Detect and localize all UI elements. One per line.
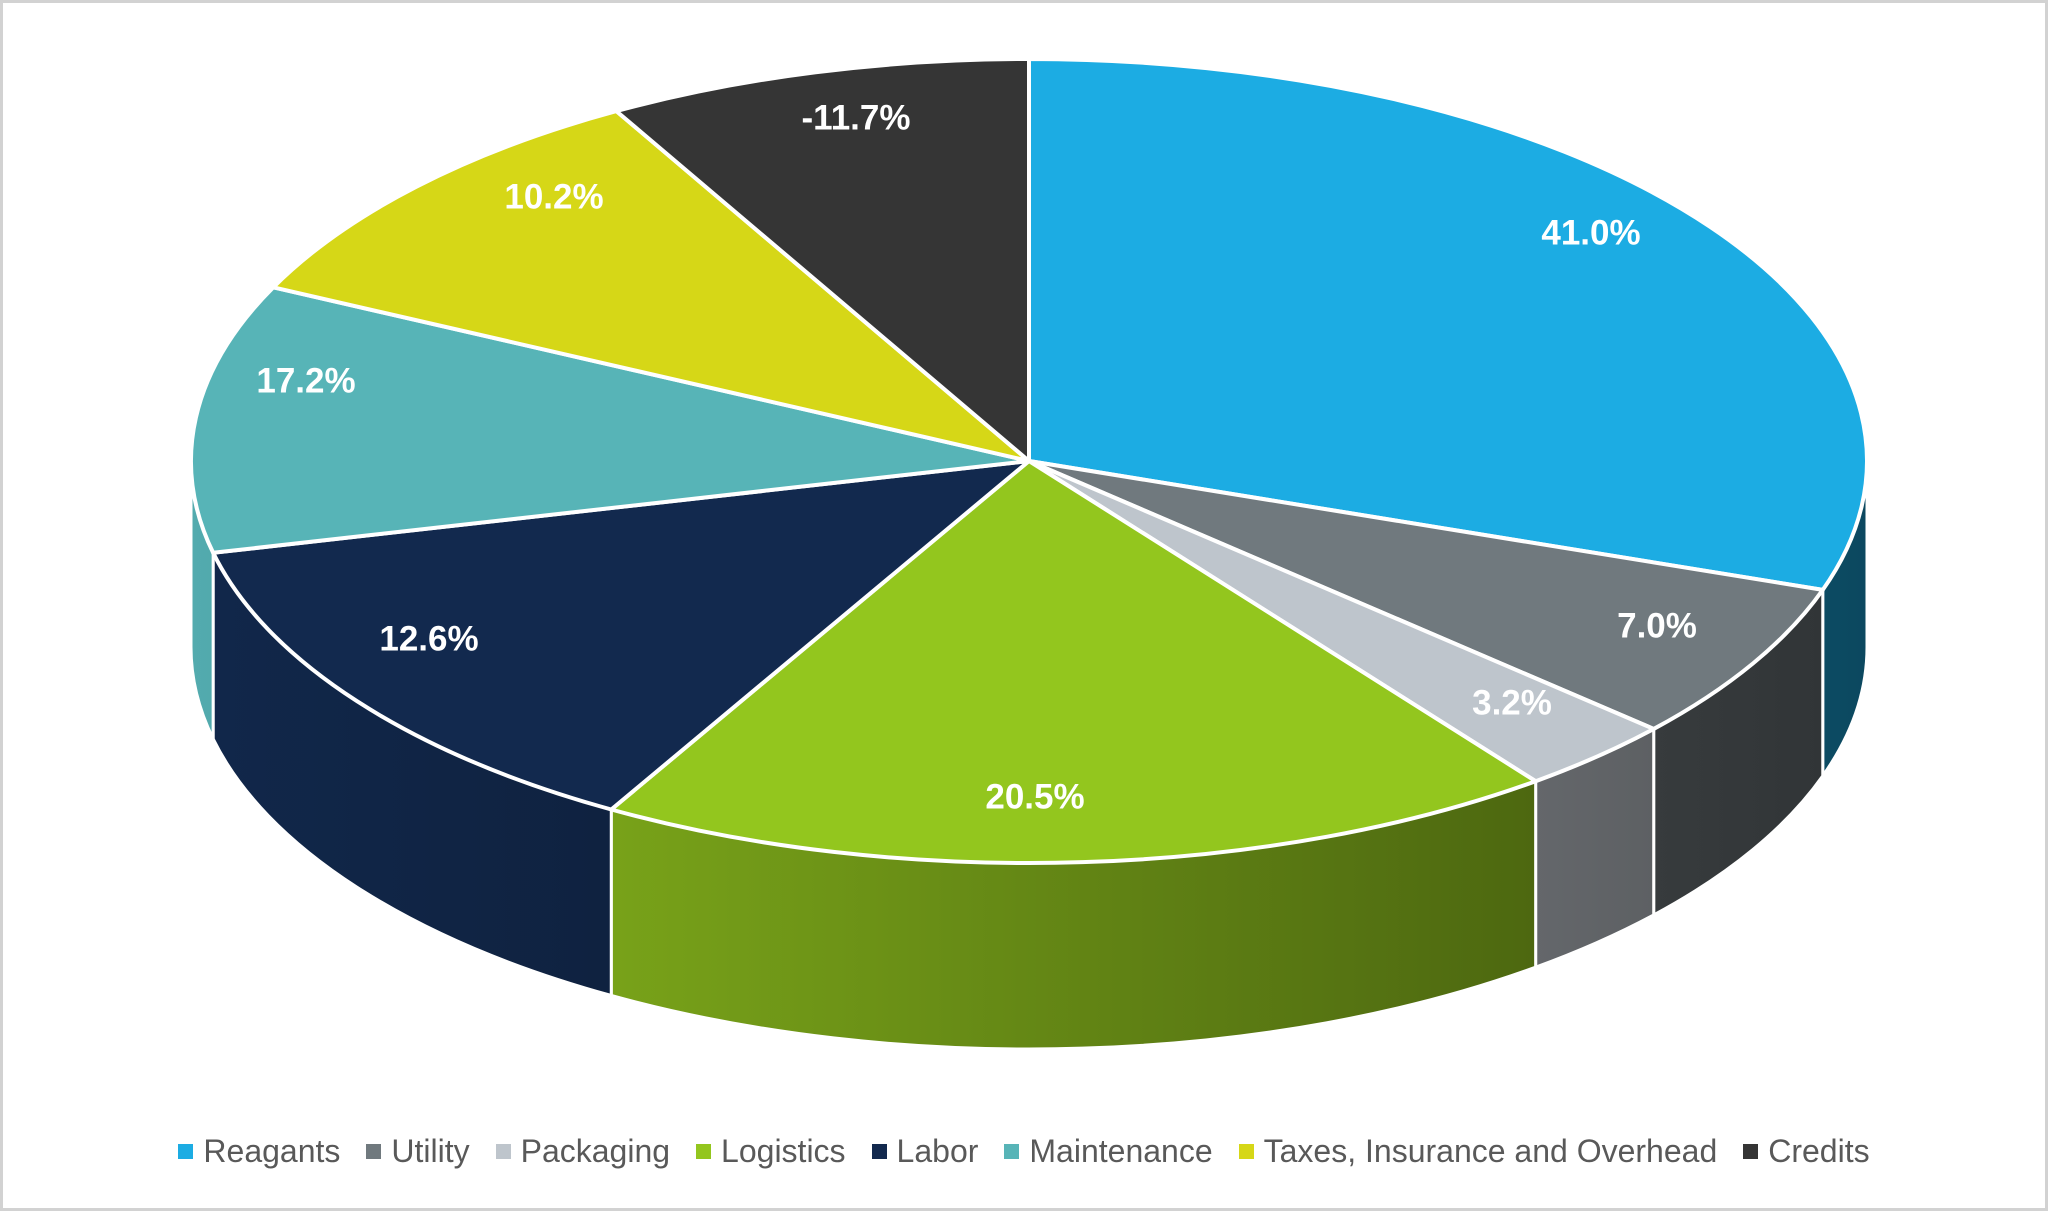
legend-label-maintenance: Maintenance xyxy=(1029,1133,1213,1169)
slice-label-logistics: 20.5% xyxy=(985,777,1084,816)
pie-slice-credits[interactable] xyxy=(614,57,1031,463)
slice-label-reagants: 41.0% xyxy=(1541,213,1640,252)
pie-slice-logistics[interactable] xyxy=(609,459,1538,865)
legend-swatch-logistics xyxy=(696,1143,712,1159)
slice-label-maintenance: 17.2% xyxy=(256,361,355,400)
legend-item-taxes-insurance-and-overhead[interactable]: Taxes, Insurance and Overhead xyxy=(1238,1133,1718,1169)
legend-swatch-labor xyxy=(871,1143,887,1159)
legend-item-packaging[interactable]: Packaging xyxy=(495,1133,671,1169)
legend-swatch-utility xyxy=(366,1143,382,1159)
legend-label-logistics: Logistics xyxy=(721,1133,846,1169)
legend-label-reagants: Reagants xyxy=(203,1133,341,1169)
slice-label-labor: 12.6% xyxy=(379,619,478,658)
slice-label-utility: 7.0% xyxy=(1617,606,1697,645)
pie-slice-utility[interactable] xyxy=(1027,459,1825,731)
legend-swatch-packaging xyxy=(495,1143,511,1159)
pie-slice-labor[interactable] xyxy=(211,459,1031,812)
legend-label-packaging: Packaging xyxy=(520,1133,671,1169)
legend-label-labor: Labor xyxy=(896,1133,979,1169)
legend-item-labor[interactable]: Labor xyxy=(871,1133,979,1169)
legend-item-reagants[interactable]: Reagants xyxy=(178,1135,340,1167)
chart-legend: Reagants Utility Packaging Logistics Labor Ma… xyxy=(3,1125,2045,1177)
legend-swatch-reagants xyxy=(178,1143,194,1159)
pie-slice-reagants[interactable] xyxy=(1027,57,1869,592)
legend-swatch-maintenance xyxy=(1004,1143,1020,1159)
slice-label-taxes-insurance-and-overhead: 10.2% xyxy=(504,177,603,216)
legend-item-logistics[interactable]: Logistics xyxy=(696,1135,846,1167)
slice-label-credits: -11.7% xyxy=(802,98,911,137)
pie-slice-maintenance[interactable] xyxy=(189,285,1031,555)
pie-chart: 41.0% 7.0% 3.2% 20.5% 12.6% 17.2% 10.2% -11.7% xyxy=(189,57,1869,1051)
legend-swatch-taxes-insurance-and-overhead xyxy=(1238,1143,1254,1159)
legend-item-utility[interactable]: Utility xyxy=(366,1133,470,1169)
slice-label-packaging: 3.2% xyxy=(1472,683,1552,722)
legend-item-maintenance[interactable]: Maintenance xyxy=(1004,1133,1213,1169)
legend-label-utility: Utility xyxy=(391,1133,470,1169)
legend-item-credits[interactable]: Credits xyxy=(1743,1133,1870,1169)
pie-slice-taxes-insurance-and-overhead[interactable] xyxy=(271,109,1031,463)
legend-swatch-credits xyxy=(1743,1143,1759,1159)
legend-label-credits: Credits xyxy=(1768,1133,1870,1169)
legend-label-taxes-insurance-and-overhead: Taxes, Insurance and Overhead xyxy=(1263,1133,1718,1169)
